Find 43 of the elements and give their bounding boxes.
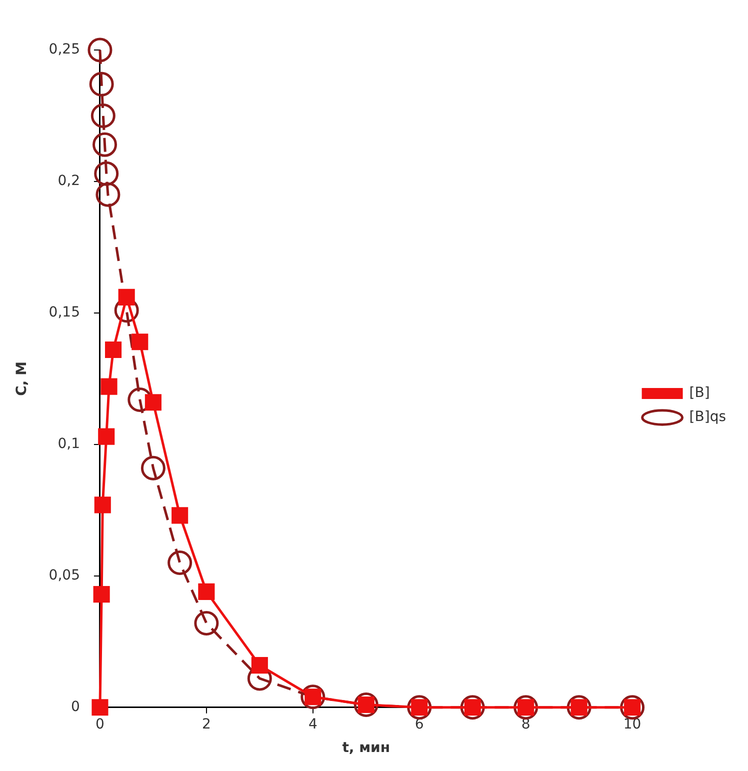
point (194, 611, 219, 636)
y-tick-label: 0,15 (48, 304, 80, 321)
point (105, 341, 122, 358)
point (90, 103, 116, 128)
point (354, 692, 378, 718)
point (514, 695, 538, 720)
point (620, 695, 645, 720)
y-tick-label: 0,05 (48, 568, 80, 584)
point (460, 695, 485, 720)
point (566, 695, 592, 720)
y-tick-label: 0,1 (58, 436, 80, 452)
y-tick-label: 0,2 (58, 173, 80, 190)
point (118, 288, 135, 306)
legend-label: [B] (689, 385, 710, 402)
point (96, 182, 120, 207)
point (172, 507, 188, 524)
point (94, 496, 111, 514)
y-axis-title: C, M (14, 361, 30, 396)
point (92, 132, 118, 157)
x-tick-label: 4 (308, 716, 318, 732)
point (92, 699, 108, 716)
point (168, 550, 192, 576)
point (88, 38, 112, 62)
point (128, 387, 152, 412)
x-axis-title: t, мин (342, 740, 390, 756)
point (94, 161, 119, 186)
x-tick-label: 2 (202, 716, 211, 732)
point (251, 657, 268, 674)
point (198, 583, 215, 600)
legend-label: [B]qs (689, 409, 726, 426)
x-tick-label: 0 (96, 716, 104, 732)
point (407, 695, 432, 720)
point (89, 72, 114, 96)
y-tick-label: 0 (71, 699, 80, 716)
x-tick-label: 10 (623, 716, 642, 732)
y-tick-label: 0,25 (48, 42, 80, 58)
point (100, 378, 118, 395)
point (93, 586, 110, 603)
point (300, 684, 326, 710)
point (132, 334, 148, 350)
point (98, 428, 115, 445)
point (140, 456, 166, 480)
point (144, 394, 162, 411)
